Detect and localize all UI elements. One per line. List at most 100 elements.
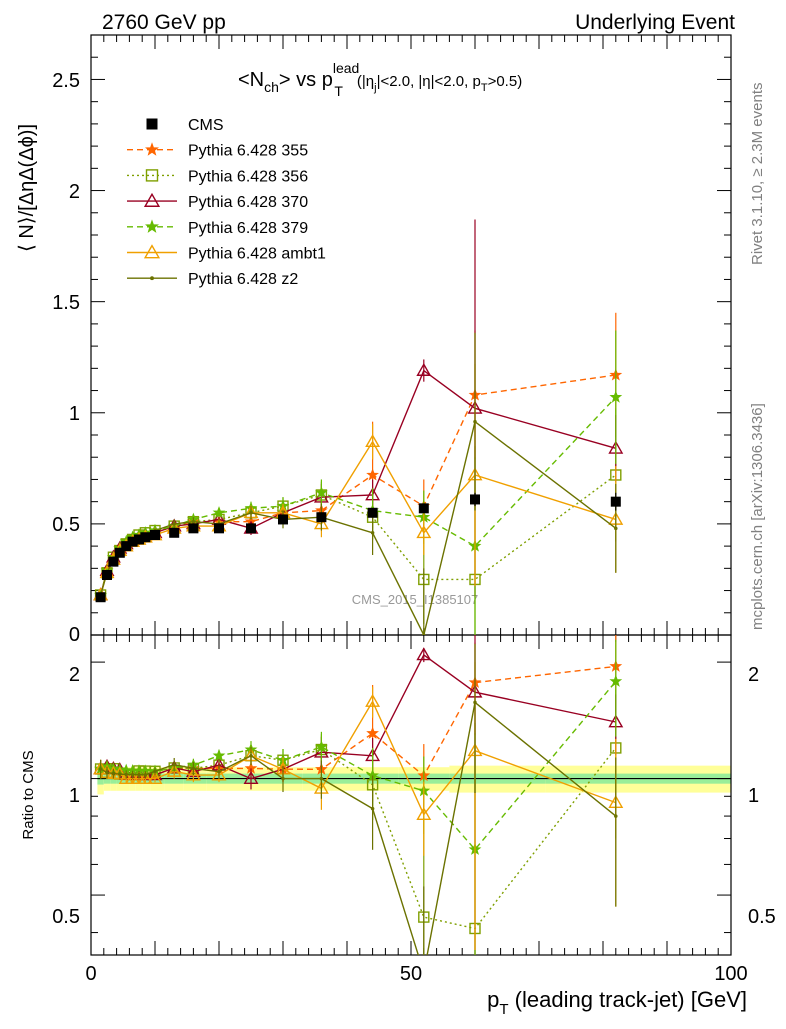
ratio-data-point xyxy=(212,748,226,762)
cms-data-point xyxy=(316,512,327,523)
legend-marker xyxy=(143,192,161,207)
ratio-series-pythia-6-428-356 xyxy=(94,689,622,955)
ratio-data-point xyxy=(137,772,141,777)
x-tick-labels: 0 50 100 xyxy=(85,963,747,985)
ratio-series-line xyxy=(100,653,616,780)
data-point xyxy=(416,362,432,376)
data-point xyxy=(212,506,226,519)
ratio-series-line xyxy=(100,701,617,955)
data-point xyxy=(416,525,432,539)
header-left: 2760 GeV pp xyxy=(102,11,226,34)
ratio-data-point xyxy=(614,814,618,818)
mcplots-source-label: mcplots.cern.ch [arXiv:1306.3436] xyxy=(749,403,766,630)
ratio-data-point xyxy=(124,772,128,777)
data-point xyxy=(614,526,618,531)
x-tick-100: 100 xyxy=(714,963,747,985)
ratio-series-pythia-6-428-ambt1 xyxy=(93,662,624,950)
ratio-data-point xyxy=(191,766,196,771)
cms-data-point xyxy=(108,556,119,567)
legend-marker xyxy=(145,219,159,233)
series-line xyxy=(99,440,617,596)
ratio-data-point xyxy=(416,806,432,820)
data-point xyxy=(365,434,381,448)
ratio-data-point xyxy=(130,772,135,777)
ratio-data-point xyxy=(217,769,221,774)
data-point xyxy=(191,519,196,524)
ratio-y-axis-label: Ratio to CMS xyxy=(20,750,37,839)
series-pythia-6-428-356 xyxy=(94,408,622,635)
series-pythia-6-428-370 xyxy=(93,219,624,601)
data-point xyxy=(249,511,253,515)
main-y-tick-1: 1 xyxy=(69,403,80,425)
ratio-data-point xyxy=(185,767,201,781)
ratio-data-point xyxy=(365,693,381,707)
cms-data-point xyxy=(418,503,429,514)
cms-data-point xyxy=(121,541,132,552)
legend-label: Pythia 6.428 355 xyxy=(188,143,308,160)
legend-label: Pythia 6.428 370 xyxy=(188,194,308,211)
legend-marker xyxy=(150,276,154,281)
legend-marker xyxy=(145,169,159,182)
axis-ticks xyxy=(90,34,732,955)
ratio-data-point xyxy=(166,763,182,777)
cms-data-point xyxy=(470,494,480,505)
y-axis-label: ⟨ N⟩/[ΔηΔ(Δϕ)] xyxy=(16,124,38,252)
main-y-tick-2: 2 xyxy=(69,181,80,203)
cms-data-point xyxy=(169,527,180,538)
cms-data-point xyxy=(214,523,224,534)
ratio-data-point xyxy=(281,776,285,781)
main-y-tick-labels: 0 0.5 1 1.5 2 2.5 xyxy=(52,70,80,646)
ratio-data-point xyxy=(137,770,153,784)
cms-data-point xyxy=(246,523,256,534)
series-pythia-6-428-ambt1 xyxy=(93,363,624,601)
ratio-data-point xyxy=(143,773,148,777)
legend-entry: Pythia 6.428 ambt1 xyxy=(127,244,326,263)
ratio-data-point xyxy=(315,740,328,753)
ratio-data-point xyxy=(416,647,432,661)
ratio-data-point xyxy=(473,700,477,705)
data-point xyxy=(172,522,176,526)
x-tick-50: 50 xyxy=(400,963,422,985)
ratio-series-line xyxy=(100,665,616,777)
plot-title: <Nch> vs plead T(|ηj|<2.0, |η|<2.0, pT>0.… xyxy=(238,60,522,99)
ratio-series-pythia-6-428-z2 xyxy=(98,643,618,955)
ratio-data-point xyxy=(153,769,157,774)
ratio-y-tick-2-right: 2 xyxy=(748,664,759,686)
legend-entry: Pythia 6.428 370 xyxy=(127,192,308,211)
ratio-y-tick-1-left: 1 xyxy=(69,785,80,807)
data-point xyxy=(422,633,426,635)
ratio-series-pythia-6-428-379 xyxy=(94,639,623,955)
series-pythia-6-428-379 xyxy=(94,330,623,635)
main-plot-data xyxy=(93,219,624,635)
series-line xyxy=(99,374,616,596)
legend-label: Pythia 6.428 379 xyxy=(188,220,308,237)
cms-data-point xyxy=(278,514,288,525)
ratio-data-point xyxy=(98,767,103,771)
legend: CMS Pythia 6.428 355 Pythia 6.428 356 Pythi… xyxy=(127,117,326,288)
ratio-data-point xyxy=(111,771,116,776)
cms-data-point xyxy=(610,496,621,507)
ratio-data-point xyxy=(319,776,324,781)
ratio-y-tick-05-left: 0.5 xyxy=(52,906,80,928)
cms-data-point xyxy=(102,570,112,580)
cms-data-point xyxy=(134,534,144,545)
rivet-info-label: Rivet 3.1.10, ≥ 2.3M events xyxy=(749,83,766,266)
ratio-data-point xyxy=(366,726,379,739)
legend-entry: Pythia 6.428 379 xyxy=(127,219,308,237)
legend-entry: Pythia 6.428 z2 xyxy=(127,271,298,288)
ratio-y-tick-1-right: 1 xyxy=(748,785,759,807)
analysis-watermark: CMS_2015_I1385107 xyxy=(352,592,479,607)
header-right: Underlying Event xyxy=(575,11,735,34)
ratio-data-point xyxy=(249,753,253,758)
data-point xyxy=(370,531,375,535)
legend-entry: Pythia 6.428 355 xyxy=(127,142,308,160)
main-y-tick-25: 2.5 xyxy=(52,70,80,92)
main-y-tick-05: 0.5 xyxy=(52,514,80,536)
cms-data-point xyxy=(114,547,125,558)
cms-data-point xyxy=(95,592,106,603)
series-pythia-6-428-z2 xyxy=(98,332,618,635)
ratio-data-point xyxy=(105,770,109,775)
ratio-data-point xyxy=(243,770,259,784)
legend-entry: CMS xyxy=(146,117,224,134)
